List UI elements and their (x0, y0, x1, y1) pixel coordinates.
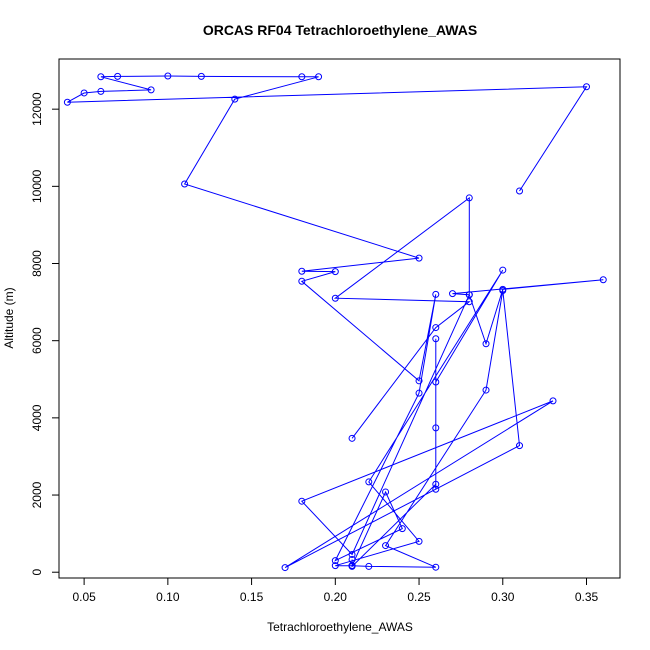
data-point (281, 564, 289, 572)
data-point (432, 324, 440, 332)
x-tick-label: 0.25 (407, 590, 431, 604)
data-point (432, 335, 440, 343)
y-tick-label: 12000 (30, 92, 44, 126)
data-point (63, 98, 71, 106)
series-line (67, 75, 604, 569)
y-axis: 0 2000 4000 6000 8000 10000 12000 (30, 92, 60, 576)
data-point (147, 86, 155, 94)
data-point (331, 557, 339, 565)
data-point (348, 550, 356, 558)
data-point (415, 254, 423, 262)
data-point (499, 266, 507, 274)
y-tick-label: 8000 (30, 250, 44, 277)
data-point (331, 268, 339, 276)
data-point (365, 478, 373, 486)
data-point (97, 87, 105, 95)
y-tick-label: 0 (30, 569, 44, 576)
data-point (465, 194, 473, 202)
data-point (516, 442, 524, 450)
y-tick-label: 6000 (30, 327, 44, 354)
data-point (298, 267, 306, 275)
data-point (432, 563, 440, 571)
data-point (331, 562, 339, 570)
data-point (482, 340, 490, 348)
x-tick-label: 0.05 (72, 590, 96, 604)
data-point (432, 480, 440, 488)
data-point (583, 83, 591, 91)
x-axis-label: Tetrachloroethylene_AWAS (267, 620, 413, 634)
data-point (432, 424, 440, 432)
x-tick-label: 0.35 (575, 590, 599, 604)
data-point (516, 187, 524, 195)
x-tick-label: 0.30 (491, 590, 515, 604)
data-point (231, 95, 239, 103)
data-point (298, 73, 306, 81)
data-point (465, 291, 473, 299)
data-point (465, 298, 473, 306)
data-point (298, 277, 306, 285)
data-point (97, 73, 105, 81)
x-axis: 0.05 0.10 0.15 0.20 0.25 0.30 0.35 (72, 577, 599, 604)
data-point (80, 89, 88, 97)
y-tick-label: 10000 (30, 169, 44, 203)
data-point (114, 72, 122, 80)
plot-frame (58, 58, 621, 579)
data-point (331, 294, 339, 302)
data-point (348, 434, 356, 442)
data-point (449, 290, 457, 298)
x-tick-label: 0.20 (324, 590, 348, 604)
data-point (599, 276, 607, 284)
data-point (164, 72, 172, 80)
data-point (197, 72, 205, 80)
y-tick-label: 4000 (30, 404, 44, 431)
data-point (415, 377, 423, 385)
x-tick-label: 0.10 (156, 590, 180, 604)
data-point (415, 537, 423, 545)
data-point (499, 285, 507, 293)
data-point (348, 562, 356, 570)
data-point (549, 397, 557, 405)
data-point (382, 488, 390, 496)
data-point (382, 542, 390, 550)
data-point (398, 525, 406, 533)
data-point (315, 73, 323, 81)
data-point (432, 378, 440, 386)
data-point (181, 180, 189, 188)
data-point (432, 485, 440, 493)
plot-area (63, 72, 607, 572)
x-tick-label: 0.15 (240, 590, 264, 604)
data-point (365, 562, 373, 570)
data-point (298, 497, 306, 505)
chart-title: ORCAS RF04 Tetrachloroethylene_AWAS (203, 22, 477, 38)
data-point (415, 389, 423, 397)
data-point (432, 290, 440, 298)
y-axis-label: Altitude (m) (2, 287, 16, 348)
data-point (482, 386, 490, 394)
y-tick-label: 2000 (30, 481, 44, 508)
